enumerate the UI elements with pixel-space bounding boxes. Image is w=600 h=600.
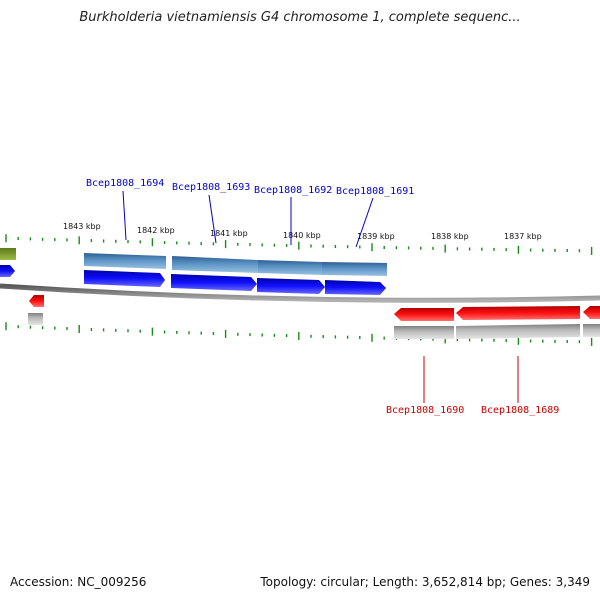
gene-label[interactable]: Bcep1808_1691 — [336, 186, 414, 197]
gene-label[interactable]: Bcep1808_1690 — [386, 405, 464, 416]
cds-bcep1808-1690[interactable] — [394, 326, 454, 339]
gene-bcep1808-1689[interactable] — [456, 306, 580, 320]
partial-cds-reverse[interactable] — [28, 313, 43, 325]
gene-bcep1808-1691[interactable] — [325, 280, 386, 295]
tick-label: 1838 kbp — [431, 232, 469, 241]
partial-gene-forward[interactable] — [0, 265, 15, 277]
gene-bcep1808-1693[interactable] — [171, 274, 257, 291]
map-title: Burkholderia vietnamiensis G4 chromosome… — [79, 10, 521, 25]
tick-label: 1841 kbp — [210, 229, 248, 238]
tick-label: 1839 kbp — [357, 232, 395, 241]
tick-label: 1837 kbp — [504, 232, 542, 241]
partial-feature-green[interactable] — [0, 248, 16, 260]
accession-label: Accession: NC_009256 — [10, 575, 147, 589]
label-leader-1694 — [122, 190, 127, 241]
gene-label[interactable]: Bcep1808_1693 — [172, 182, 250, 193]
gene-bcep1808-1690[interactable] — [394, 308, 454, 321]
cds-bcep1808-1692[interactable] — [258, 260, 322, 275]
label-leader-1691 — [355, 197, 374, 248]
gene-bcep1808-1692[interactable] — [257, 278, 325, 294]
tick-label: 1840 kbp — [283, 231, 321, 240]
cds-bcep1808-1689[interactable] — [456, 324, 580, 339]
partial-gene-reverse[interactable] — [29, 295, 44, 307]
cds-bcep1808-1694[interactable] — [84, 253, 166, 269]
gene-label[interactable]: Bcep1808_1689 — [481, 405, 559, 416]
cds-reverse-partial-right[interactable] — [583, 324, 600, 337]
gene-bcep1808-1694[interactable] — [84, 270, 165, 287]
cds-bcep1808-1691[interactable] — [322, 262, 387, 276]
tick-label: 1842 kbp — [137, 226, 175, 235]
tick-row-forward — [5, 234, 593, 255]
topology-summary: Topology: circular; Length: 3,652,814 bp… — [260, 575, 590, 589]
chromosome-backbone — [0, 283, 600, 303]
gene-reverse-partial-right[interactable] — [583, 306, 600, 319]
tick-label: 1843 kbp — [63, 222, 101, 231]
cds-bcep1808-1693[interactable] — [172, 256, 258, 273]
gene-label[interactable]: Bcep1808_1692 — [254, 185, 332, 196]
gene-label[interactable]: Bcep1808_1694 — [86, 178, 164, 189]
label-leader-1693 — [208, 194, 217, 244]
